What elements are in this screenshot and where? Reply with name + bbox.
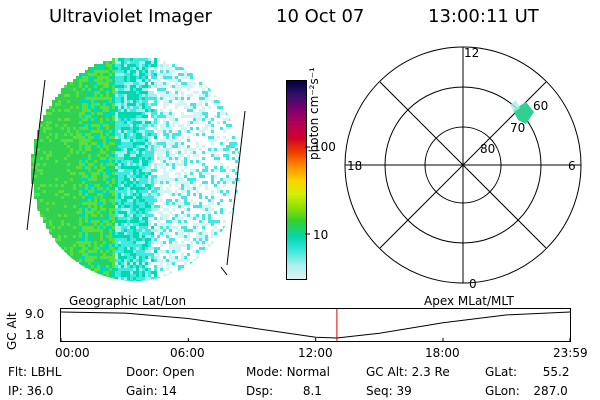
- timeline-left-label: Geographic Lat/Lon: [69, 294, 187, 308]
- flt-label: Flt:: [8, 365, 27, 379]
- gain-label: Gain:: [126, 384, 158, 398]
- mlat-label-60: 60: [533, 99, 548, 113]
- flt-field: Flt: LBHL: [8, 365, 61, 379]
- limb-line-left: [26, 79, 46, 231]
- mlat-label-70: 70: [510, 121, 525, 135]
- polar-plot: 12 18 6 0 60 70 80: [344, 46, 582, 290]
- altitude-series: [60, 309, 571, 341]
- gain-value: 14: [161, 384, 177, 398]
- time-tick-1800: 18:00: [425, 346, 460, 360]
- gcalt-field: GC Alt: 2.3 Re: [366, 365, 450, 379]
- dsp-value: 8.1: [302, 384, 322, 398]
- ip-label: IP:: [8, 384, 23, 398]
- ip-field: IP: 36.0: [8, 384, 53, 398]
- timeline-ytick-bottom: 1.8: [25, 328, 45, 342]
- airglow-speckle: [31, 58, 240, 281]
- color-bar: [286, 80, 307, 280]
- colorbar-tick-100: 100: [313, 140, 336, 154]
- glon-label: GLon:: [485, 384, 520, 398]
- dsp-label: Dsp:: [246, 384, 274, 398]
- mode-value: Normal: [286, 365, 330, 379]
- gain-field: Gain: 14: [126, 384, 177, 398]
- seq-value: 39: [396, 384, 412, 398]
- gcalt-label: GC Alt:: [366, 365, 408, 379]
- timeline-axis-title: GC Alt: [5, 312, 19, 350]
- mlat-label-80: 80: [480, 142, 495, 156]
- mlt-label-12: 12: [464, 46, 479, 60]
- dsp-field: Dsp: 8.1: [246, 384, 322, 398]
- timeline-right-label: Apex MLat/MLT: [424, 294, 514, 308]
- flt-value: LBHL: [30, 365, 62, 379]
- altitude-line: [60, 311, 571, 339]
- door-field: Door: Open: [126, 365, 195, 379]
- glat-label: GLat:: [485, 365, 518, 379]
- date-label: 10 Oct 07: [276, 6, 365, 27]
- colorbar-tick-10: 10: [313, 228, 329, 242]
- seq-label: Seq:: [366, 384, 393, 398]
- mlt-label-18: 18: [347, 159, 362, 173]
- mode-label: Mode:: [246, 365, 283, 379]
- timeline-tick-marks: [60, 338, 571, 342]
- seq-field: Seq: 39: [366, 384, 412, 398]
- time-tick-0000: 00:00: [55, 346, 90, 360]
- time-tick-2359: 23:59: [553, 346, 588, 360]
- glon-value: 287.0: [533, 384, 568, 398]
- door-label: Door:: [126, 365, 159, 379]
- mlt-label-6: 6: [568, 159, 576, 173]
- earth-image: [26, 58, 246, 281]
- limb-line-right: [226, 110, 246, 266]
- glon-field: GLon: 287.0: [485, 384, 568, 398]
- ip-value: 36.0: [26, 384, 54, 398]
- timeline-ytick-top: 9.0: [25, 307, 45, 321]
- timeline-frame: [60, 308, 571, 342]
- glat-value: 55.2: [542, 365, 570, 379]
- time-tick-1200: 12:00: [298, 346, 333, 360]
- mode-field: Mode: Normal: [246, 365, 330, 379]
- glat-field: GLat: 55.2: [485, 365, 569, 379]
- mlt-label-0: 0: [469, 277, 477, 290]
- gcalt-value: 2.3 Re: [411, 365, 450, 379]
- altitude-timeline: [60, 308, 571, 342]
- instrument-title: Ultraviolet Imager: [49, 6, 212, 27]
- time-tick-0600: 06:00: [170, 346, 205, 360]
- door-value: Open: [162, 365, 195, 379]
- time-label: 13:00:11 UT: [428, 6, 539, 27]
- colorbar-ticks: [305, 146, 310, 235]
